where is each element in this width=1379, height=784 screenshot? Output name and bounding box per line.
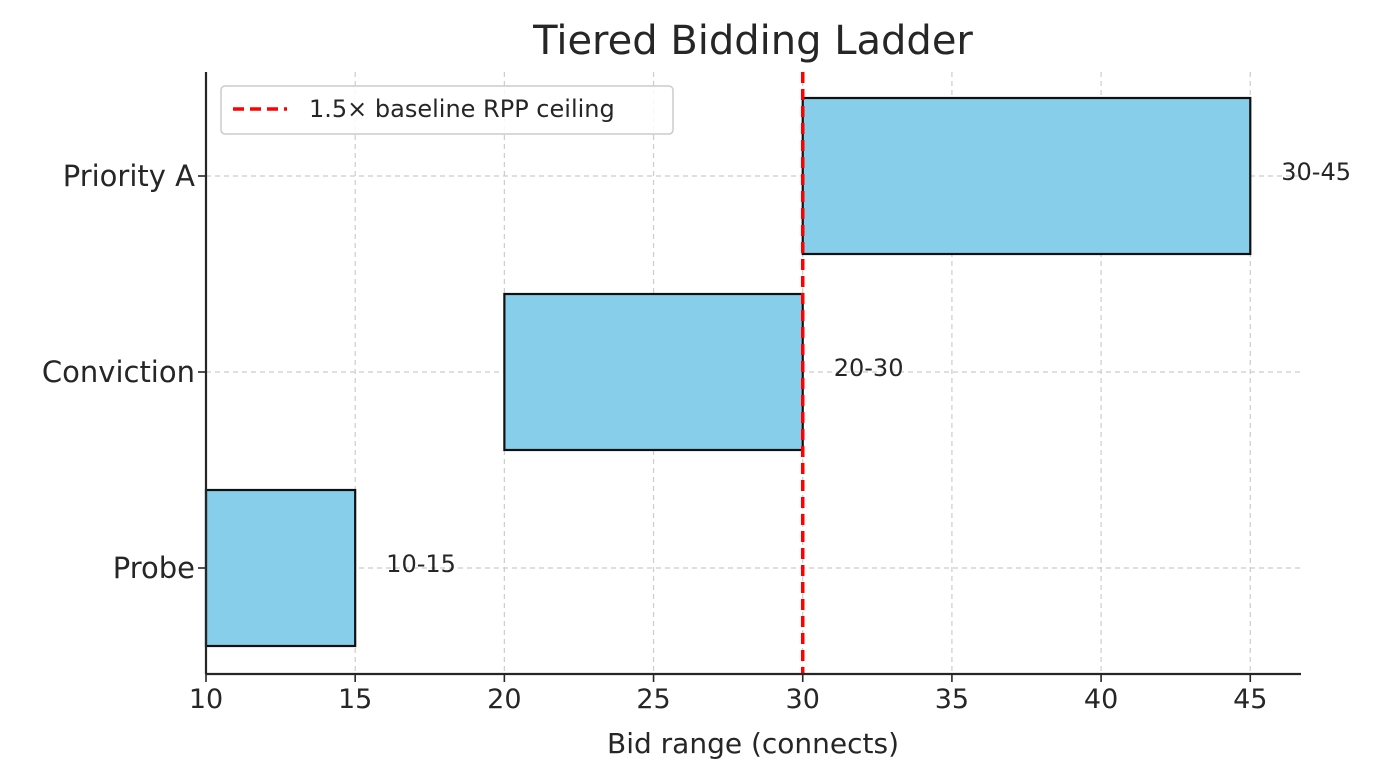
legend-box xyxy=(220,85,674,135)
x-tick-label: 40 xyxy=(1084,684,1118,715)
x-tick-label: 30 xyxy=(786,684,820,715)
x-tick-label: 35 xyxy=(935,684,969,715)
bar-value-label: 20-30 xyxy=(834,354,904,382)
bars-layer xyxy=(204,96,1252,648)
bar-probe xyxy=(204,488,357,648)
legend-reference-line-label: 1.5× baseline RPP ceiling xyxy=(309,95,615,123)
chart-title: Tiered Bidding Ladder xyxy=(532,18,973,64)
x-tick-label: 45 xyxy=(1233,684,1267,715)
x-tick-label: 15 xyxy=(338,684,372,715)
bar-priority-a xyxy=(801,96,1252,256)
x-tick-label: 20 xyxy=(487,684,521,715)
labels-layer: 10-15 20-30 30-45 xyxy=(386,158,1351,578)
x-tick-label: 25 xyxy=(636,684,670,715)
axes-layer: 10 15 20 25 30 35 40 45 Probe Conviction Priority … xyxy=(42,72,1301,715)
legend: 1.5× baseline RPP ceiling xyxy=(220,85,674,135)
bar-value-label: 30-45 xyxy=(1281,158,1351,186)
bar-value-label: 10-15 xyxy=(386,550,456,578)
y-tick-label: Probe xyxy=(113,551,195,585)
y-tick-label: Conviction xyxy=(42,355,195,389)
y-tick-label: Priority A xyxy=(63,159,195,193)
x-tick-label: 10 xyxy=(189,684,223,715)
x-axis-label: Bid range (connects) xyxy=(607,727,899,760)
bar-conviction xyxy=(503,292,804,452)
